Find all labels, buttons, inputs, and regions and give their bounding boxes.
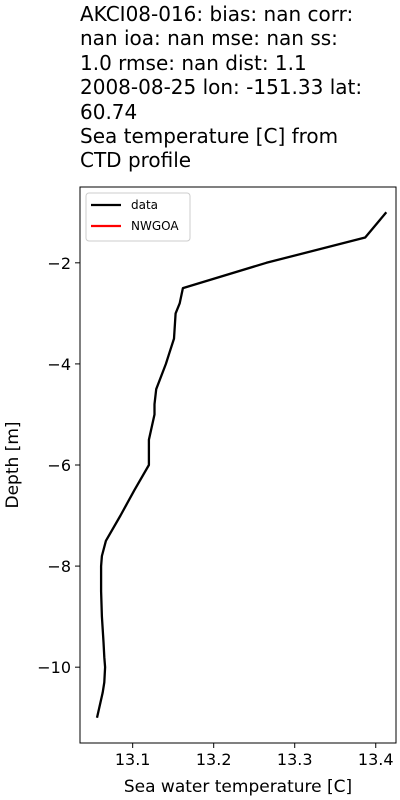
title-line: CTD profile — [80, 148, 192, 173]
chart-title: AKCI08-016: bias: nan corr: nan ioa: nan… — [80, 2, 398, 173]
title-line: Sea temperature [C] from — [80, 124, 339, 149]
y-axis-label: Depth [m] — [3, 421, 23, 508]
x-tick-label: 13.1 — [115, 750, 151, 769]
x-tick-label: 13.2 — [196, 750, 232, 769]
legend-label-data: data — [131, 198, 158, 212]
x-ticks: 13.1 13.2 13.3 13.4 — [115, 743, 394, 769]
title-line: 60.74 — [80, 99, 138, 124]
series-line-data — [95, 211, 388, 718]
legend: data NWGOA — [85, 192, 191, 242]
title-line: 1.0 rmse: nan dist: 1.1 — [80, 50, 307, 75]
y-tick-label: −10 — [37, 658, 71, 677]
title-line: nan ioa: nan mse: nan ss: — [80, 26, 338, 51]
x-tick-label: 13.3 — [277, 750, 313, 769]
y-ticks: −2 −4 −6 −8 −10 — [37, 254, 80, 677]
y-tick-label: −8 — [47, 557, 71, 576]
y-tick-label: −6 — [47, 456, 71, 475]
legend-label-nwgoa: NWGOA — [131, 219, 179, 233]
x-axis-label: Sea water temperature [C] — [124, 777, 352, 797]
x-tick-label: 13.4 — [358, 750, 394, 769]
title-line: AKCI08-016: bias: nan corr: — [80, 2, 354, 26]
title-line: 2008-08-25 lon: -151.33 lat: — [80, 75, 363, 100]
y-tick-label: −2 — [47, 254, 71, 273]
plot-area — [95, 211, 388, 718]
y-tick-label: −4 — [47, 355, 71, 374]
